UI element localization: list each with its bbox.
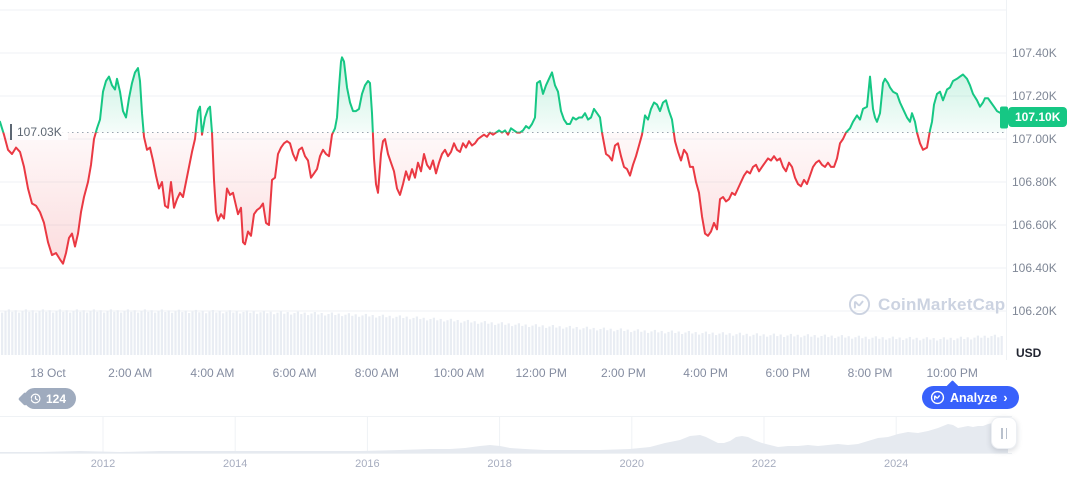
y-axis-tick-label: 107.40K bbox=[1012, 45, 1057, 60]
y-axis-tick-label: 106.60K bbox=[1012, 217, 1057, 232]
x-axis-tick-label: 12:00 PM bbox=[515, 366, 567, 380]
brush-drag-handle[interactable] bbox=[991, 417, 1017, 449]
currency-unit-label: USD bbox=[1016, 346, 1042, 360]
analyze-button-label: Analyze bbox=[950, 390, 998, 405]
history-count-value: 124 bbox=[46, 391, 67, 406]
coinmarketcap-watermark: CoinMarketCap bbox=[848, 293, 1005, 316]
y-axis-tick-label: 106.20K bbox=[1012, 303, 1057, 318]
x-axis-tick-label: 4:00 PM bbox=[683, 366, 728, 380]
timeline-year-label: 2024 bbox=[883, 458, 909, 470]
y-axis-tick-label: 106.40K bbox=[1012, 260, 1057, 275]
x-axis-tick-label: 10:00 AM bbox=[433, 366, 485, 380]
timeline-year-label: 2014 bbox=[222, 458, 248, 470]
history-clock-icon bbox=[29, 392, 42, 405]
price-line-endcap bbox=[1000, 106, 1008, 129]
timeline-year-label: 2012 bbox=[90, 458, 116, 470]
x-axis-tick-label: 10:00 PM bbox=[926, 366, 978, 380]
timeline-year-label: 2018 bbox=[487, 458, 512, 470]
y-axis-tick-label: 106.80K bbox=[1012, 174, 1057, 189]
x-axis-tick-label: 18 Oct bbox=[30, 366, 66, 380]
x-axis-tick-label: 2:00 PM bbox=[601, 366, 646, 380]
x-axis-tick-label: 6:00 AM bbox=[272, 366, 317, 380]
timeline-year-label: 2022 bbox=[751, 458, 777, 470]
watermark-text: CoinMarketCap bbox=[878, 294, 1006, 314]
price-line-down bbox=[2, 132, 931, 265]
timeline-brush-svg[interactable] bbox=[0, 414, 1020, 456]
current-price-badge: 107.10K bbox=[1008, 107, 1068, 127]
timeline-year-label: 2016 bbox=[355, 458, 380, 470]
price-area-above-baseline bbox=[0, 57, 1005, 133]
x-axis-tick-label: 8:00 AM bbox=[354, 366, 399, 380]
x-axis-tick-label: 6:00 PM bbox=[765, 366, 811, 380]
analyze-logo-icon bbox=[930, 390, 945, 405]
price-chart-svg[interactable] bbox=[0, 0, 1008, 360]
x-axis-tick-label: 4:00 AM bbox=[190, 366, 235, 380]
price-line-up bbox=[0, 56, 1006, 133]
handle-grip-bar bbox=[1005, 427, 1007, 439]
handle-grip-bar bbox=[1001, 427, 1003, 439]
coinmarketcap-logo-icon bbox=[848, 293, 871, 316]
history-count-badge[interactable]: 124 bbox=[24, 388, 77, 409]
x-axis-tick-label: 2:00 AM bbox=[108, 366, 153, 380]
chevron-right-icon: › bbox=[1003, 390, 1008, 405]
baseline-price-label: 107.03K bbox=[10, 123, 68, 140]
x-axis-tick-label: 8:00 PM bbox=[847, 366, 893, 380]
timeline-sparkline-area bbox=[0, 423, 1008, 453]
analyze-button[interactable]: Analyze › bbox=[922, 386, 1019, 409]
y-axis-tick-label: 107.20K bbox=[1012, 88, 1057, 103]
volume-bars bbox=[1, 309, 1003, 356]
y-axis-tick-label: 107.00K bbox=[1012, 131, 1057, 146]
timeline-year-label: 2020 bbox=[619, 458, 645, 470]
price-area-below-baseline bbox=[3, 132, 930, 264]
